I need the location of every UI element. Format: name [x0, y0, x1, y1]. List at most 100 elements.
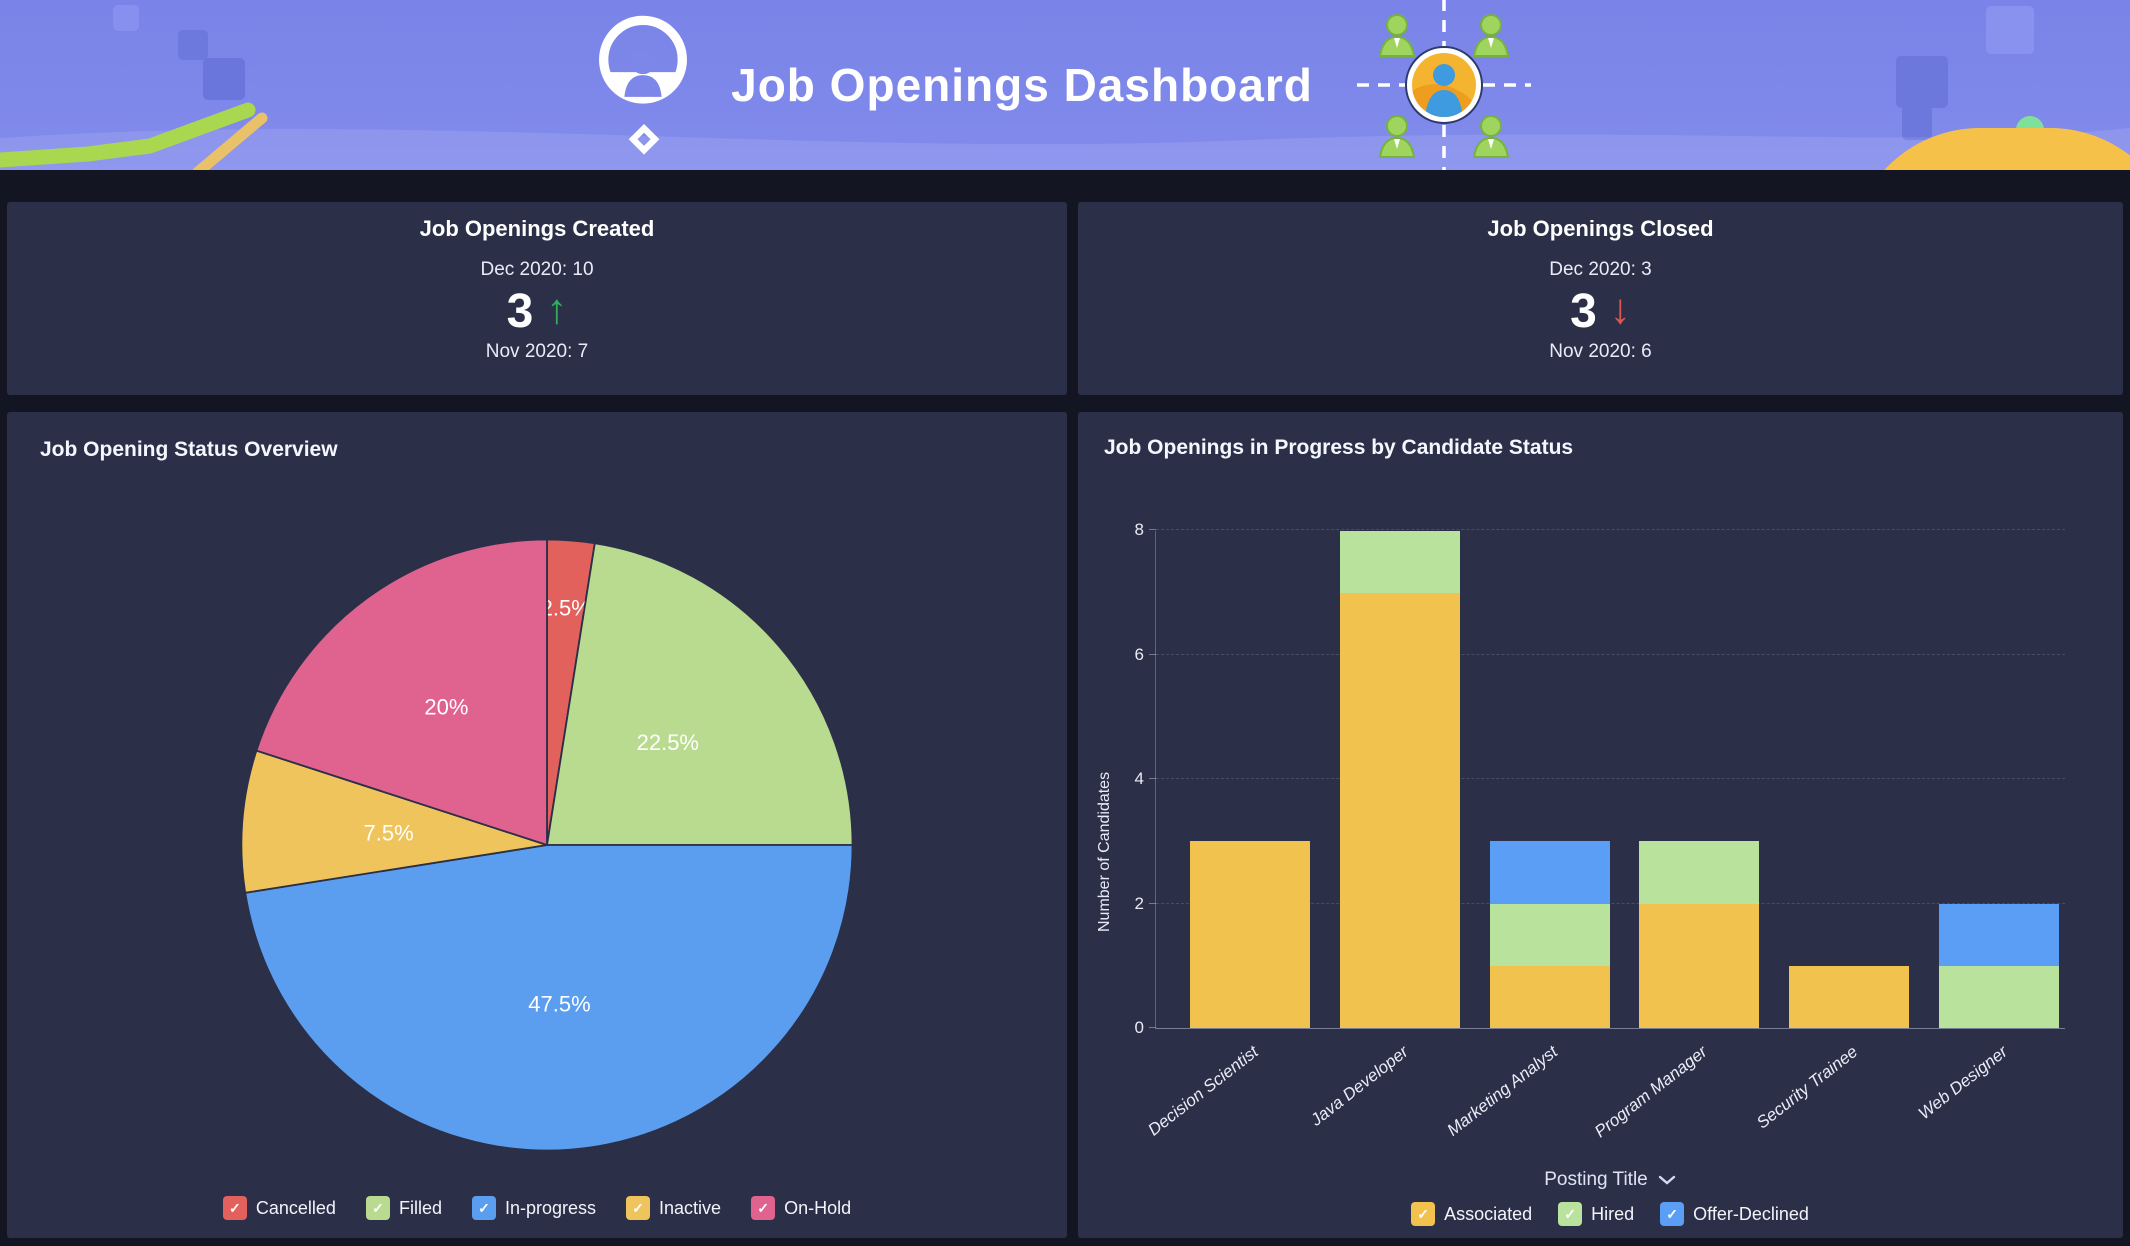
pie-slice-in-progress[interactable]	[244, 844, 854, 1152]
bar-segment-associated[interactable]	[1789, 965, 1910, 1028]
y-tick-mark	[1149, 529, 1156, 530]
gridline	[1156, 529, 2065, 530]
legend-checkbox[interactable]: ✓	[1660, 1202, 1685, 1226]
bar-segment-associated[interactable]	[1489, 965, 1610, 1028]
kpi-current-value: Dec 2020: 3	[1549, 259, 1652, 280]
bar-segment-hired[interactable]	[1489, 903, 1610, 966]
legend-item-associated[interactable]: ✓ Associated	[1411, 1202, 1532, 1226]
bar-chart-card: Job Openings in Progress by Candidate St…	[1078, 412, 2123, 1238]
y-tick-mark	[1149, 1027, 1156, 1028]
legend-label: Offer-Declined	[1693, 1203, 1809, 1224]
x-axis-category-label: Decision Scientist	[1144, 1042, 1262, 1140]
banner-square-decoration	[1902, 104, 1932, 140]
banner-wave-decoration	[0, 128, 2130, 170]
y-tick-label: 6	[1134, 644, 1144, 664]
legend-item-inactive[interactable]: ✓ Inactive	[626, 1196, 721, 1220]
y-tick-mark	[1149, 902, 1156, 904]
kpi-delta-number: 3	[1570, 284, 1597, 338]
bar-segment-hired[interactable]	[1938, 965, 2059, 1028]
banner-square-decoration	[1896, 56, 1948, 108]
x-axis-category-label: Marketing Analyst	[1443, 1042, 1562, 1140]
legend-item-filled[interactable]: ✓ Filled	[365, 1196, 442, 1220]
legend-item-hired[interactable]: ✓ Hired	[1558, 1202, 1634, 1226]
banner-square-decoration	[113, 5, 139, 31]
pie-slice-value-label: 47.5%	[528, 991, 590, 1016]
kpi-previous-value: Nov 2020: 6	[1549, 341, 1652, 362]
pie-slice-inactive[interactable]	[240, 749, 548, 894]
kpi-title: Job Openings Closed	[1487, 216, 1714, 241]
y-tick-mark	[1149, 653, 1156, 655]
bar-segment-offer-declined[interactable]	[1489, 841, 1610, 904]
kpi-card-job-openings-closed: Job Openings Closed Dec 2020: 3 3 ↓ Nov …	[1078, 202, 2123, 395]
y-tick-label: 2	[1134, 893, 1144, 913]
x-axis-category-label: Security Trainee	[1752, 1042, 1861, 1133]
gridline	[1156, 653, 2065, 655]
bar-segment-associated[interactable]	[1190, 841, 1310, 1028]
legend-label: Cancelled	[255, 1197, 336, 1218]
bar-plot: 0 2 4 6 8 Decision Scientist Java Developer Mar…	[1135, 520, 2065, 1141]
legend-label: Filled	[398, 1197, 442, 1218]
chevron-down-icon	[1658, 1175, 1675, 1185]
gridline	[1156, 902, 2065, 904]
bar-decision-scientist[interactable]: Decision Scientist	[1144, 531, 1310, 1140]
kpi-delta-number: 3	[506, 284, 534, 338]
legend-item-offer-declined[interactable]: ✓ Offer-Declined	[1660, 1202, 1809, 1226]
posting-title-dropdown[interactable]: Posting Title	[1155, 1169, 2065, 1191]
page-title: Job Openings Dashboard	[731, 59, 1313, 111]
bar-legend: ✓ Associated ✓ Hired ✓ Offer-Declined	[1155, 1202, 2065, 1226]
pie-legend: ✓ Cancelled ✓ Filled ✓ In-progress ✓ Inactive ✓ O…	[7, 1196, 1067, 1220]
plant-stem-decoration	[0, 102, 268, 170]
legend-label: On-Hold	[784, 1197, 852, 1218]
x-axis-title-label: Posting Title	[1544, 1169, 1648, 1190]
bar-segment-hired[interactable]	[1339, 531, 1460, 594]
bar-security-trainee[interactable]: Security Trainee	[1753, 531, 1910, 1132]
legend-checkbox[interactable]: ✓	[471, 1196, 496, 1220]
pie-slice-on-hold[interactable]	[255, 538, 548, 847]
team-network-icon	[1356, 0, 1531, 170]
legend-item-cancelled[interactable]: ✓ Cancelled	[222, 1196, 336, 1220]
y-tick-label: 4	[1134, 769, 1144, 788]
x-axis-category-label: Program Manager	[1591, 1042, 1712, 1142]
job-search-logo-icon	[599, 15, 688, 155]
banner: Job Openings Dashboard	[0, 0, 2130, 170]
legend-checkbox[interactable]: ✓	[751, 1196, 776, 1220]
pie-chart-svg: 2.5%22.5%47.5%7.5%20%	[240, 538, 854, 1152]
bar-segment-offer-declined[interactable]	[1938, 903, 2059, 966]
bar-program-manager[interactable]: Program Manager	[1591, 531, 1760, 1141]
kpi-title: Job Openings Created	[419, 216, 655, 241]
pie-slice-value-label: 22.5%	[637, 730, 699, 755]
legend-checkbox[interactable]: ✓	[626, 1196, 651, 1220]
legend-checkbox[interactable]: ✓	[365, 1196, 390, 1220]
legend-label: Inactive	[659, 1197, 722, 1218]
banner-square-decoration	[203, 58, 245, 100]
bar-segment-associated[interactable]	[1639, 903, 1760, 1028]
legend-checkbox[interactable]: ✓	[222, 1196, 247, 1220]
pie-slice-value-label: 7.5%	[364, 820, 414, 845]
x-axis-category-label: Java Developer	[1306, 1042, 1412, 1130]
y-tick-mark	[1149, 778, 1156, 779]
gridline	[1156, 778, 2065, 779]
kpi-previous-value: Nov 2020: 7	[485, 341, 589, 362]
bar-marketing-analyst[interactable]: Marketing Analyst	[1444, 531, 1610, 1140]
bar-java-developer[interactable]: Java Developer	[1307, 531, 1460, 1130]
legend-label: Hired	[1591, 1203, 1635, 1224]
bar-segment-associated[interactable]	[1339, 593, 1460, 1028]
banner-square-decoration	[178, 30, 208, 60]
bar-segment-hired[interactable]	[1639, 841, 1760, 904]
y-tick-label: 8	[1134, 520, 1144, 539]
kpi-card-job-openings-created: Job Openings Created Dec 2020: 10 3 ↑ No…	[7, 202, 1067, 395]
legend-checkbox[interactable]: ✓	[1411, 1202, 1436, 1226]
y-tick-label: 0	[1134, 1018, 1144, 1037]
bar-chart-title: Job Openings in Progress by Candidate St…	[1104, 436, 1574, 459]
legend-label: In-progress	[504, 1197, 597, 1218]
legend-item-on-hold[interactable]: ✓ On-Hold	[751, 1196, 851, 1220]
down-arrow-icon: ↓	[1609, 285, 1631, 332]
legend-label: Associated	[1444, 1203, 1533, 1224]
x-axis-category-label: Web Designer	[1914, 1042, 2011, 1124]
pie-slice-filled[interactable]	[545, 542, 854, 846]
legend-checkbox[interactable]: ✓	[1558, 1202, 1583, 1226]
bar-web-designer[interactable]: Web Designer	[1914, 531, 2059, 1123]
legend-item-in-progress[interactable]: ✓ In-progress	[471, 1196, 597, 1220]
pie-chart-card: Job Opening Status Overview 2.5%22.5%47.…	[7, 412, 1067, 1238]
